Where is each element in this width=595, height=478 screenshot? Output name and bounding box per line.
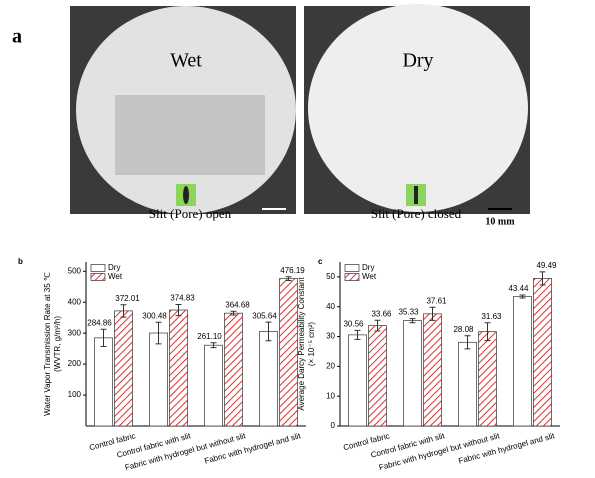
y-tick-label: 500 [68,266,82,275]
photo-label: Dry [402,50,433,72]
y-axis-label: (WVTR, g/m²/h) [53,316,62,372]
bar [348,334,367,427]
value-label: 374.83 [170,294,195,303]
bar [368,325,387,427]
scale-bar-label: 10 mm [485,216,515,227]
bar [458,341,477,427]
error-bar [409,318,416,324]
legend-swatch [344,264,360,272]
error-bar [519,294,526,299]
error-bar [464,335,471,350]
error-bar [210,342,217,349]
error-bar [354,329,361,340]
value-label: 28.08 [453,325,474,334]
bar [513,296,532,427]
bar [533,278,552,427]
error-bar [539,271,546,286]
value-label: 300.48 [142,311,167,320]
bar [149,332,168,427]
bar [279,278,298,427]
value-label: 33.66 [371,309,392,318]
value-label: 364.68 [225,300,250,309]
legend-label: Dry [108,263,120,272]
photo-caption: Slit (Pore) open [149,206,232,221]
photo-label: Wet [170,50,202,72]
y-tick-label: 200 [68,359,82,368]
value-label: 31.63 [481,312,502,321]
bar [478,331,497,427]
error-bar [484,322,491,342]
x-tick-label: Fabric with hydrogel and slit [457,431,556,466]
error-bar [175,303,182,317]
y-axis-label: Water Vapor Transmission Rate at 35 ℃ [43,272,52,416]
error-bar [155,321,162,345]
y-tick-label: 10 [326,391,335,400]
legend-swatch [344,273,360,281]
value-label: 30.56 [343,320,364,329]
y-tick-label: 30 [326,332,335,341]
value-label: 37.61 [426,296,447,305]
y-tick-label: 100 [68,390,82,399]
bar [403,320,422,427]
photo-wet [70,6,296,214]
bar [204,344,223,427]
bar [114,310,133,427]
legend-label: Wet [108,272,123,281]
value-label: 372.01 [115,294,140,303]
legend-label: Dry [362,263,374,272]
y-tick-label: 50 [326,272,335,281]
scale-bar-label: 10 mm [259,216,289,227]
bar [259,331,278,427]
chart: c Average Darcy Permeability Constant (× 1… [297,257,560,472]
value-label: 476.19 [280,266,305,275]
y-axis-label: (× 10⁻⁵ cm²) [307,322,316,367]
panel-label: a [12,26,22,48]
error-bar [429,306,436,321]
error-bar [100,328,107,348]
value-label: 261.10 [197,332,222,341]
error-bar [374,319,381,332]
legend-swatch [90,264,106,272]
panel-label: b [18,257,23,266]
bar [224,312,243,427]
y-tick-label: 20 [326,361,335,370]
value-label: 35.33 [398,308,419,317]
y-tick-label: 400 [68,297,82,306]
y-tick-label: 0 [331,421,336,430]
legend-swatch [90,273,106,281]
legend-label: Wet [362,272,377,281]
value-label: 49.49 [536,261,557,270]
error-bar [265,321,272,342]
value-label: 305.64 [252,311,277,320]
panel-label: c [318,257,323,266]
bar [169,309,188,427]
value-label: 284.86 [87,318,112,327]
value-label: 43.44 [508,284,529,293]
chart: b Water Vapor Transmission Rate at 35 ℃ (W… [18,257,306,472]
photo-caption: Slit (Pore) closed [371,206,462,221]
y-tick-label: 40 [326,302,335,311]
photo-dry [304,4,530,214]
bar [94,337,113,427]
bar [423,313,442,427]
error-bar [230,310,237,316]
error-bar [285,276,292,282]
y-axis-label: Average Darcy Permeability Constant [297,277,306,411]
error-bar [120,304,127,318]
y-tick-label: 300 [68,328,82,337]
x-tick-label: Fabric with hydrogel and slit [203,431,302,466]
